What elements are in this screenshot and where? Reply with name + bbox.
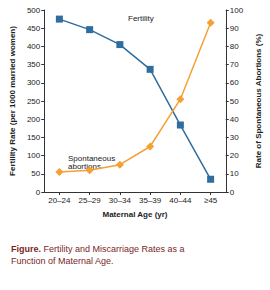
svg-text:100: 100: [27, 151, 41, 160]
svg-text:70: 70: [230, 60, 239, 69]
svg-text:40–44: 40–44: [169, 196, 192, 205]
svg-text:Fertility Rate (per 1000 marri: Fertility Rate (per 1000 married women): [8, 26, 17, 176]
svg-text:80: 80: [230, 42, 239, 51]
svg-text:60: 60: [230, 78, 239, 87]
svg-text:Fertility and Miscarriage Rate: Fertility and Miscarriage Rates as a: [41, 244, 187, 254]
svg-text:200: 200: [27, 115, 41, 124]
svg-text:10: 10: [230, 169, 239, 178]
svg-text:40: 40: [230, 115, 239, 124]
svg-text:Spontaneous: Spontaneous: [68, 153, 118, 163]
svg-text:100: 100: [230, 6, 244, 15]
svg-text:500: 500: [27, 6, 41, 15]
svg-text:400: 400: [27, 42, 41, 51]
svg-text:Function of Maternal Age.: Function of Maternal Age.: [11, 256, 114, 266]
svg-text:90: 90: [230, 24, 239, 33]
svg-text:350: 350: [27, 60, 41, 69]
svg-text:450: 450: [27, 24, 41, 33]
svg-text:150: 150: [27, 133, 41, 142]
svg-text:50: 50: [31, 169, 40, 178]
svg-text:300: 300: [27, 78, 41, 87]
svg-text:250: 250: [27, 97, 41, 106]
svg-text:Maternal Age (yr): Maternal Age (yr): [102, 210, 167, 219]
svg-text:0: 0: [36, 188, 41, 197]
svg-text:20: 20: [230, 151, 239, 160]
svg-text:20–24: 20–24: [48, 196, 71, 205]
svg-text:50: 50: [230, 97, 239, 106]
svg-text:0: 0: [230, 188, 235, 197]
svg-text:Fertility: Fertility: [128, 14, 154, 23]
svg-text:30: 30: [230, 133, 239, 142]
svg-text:abortions: abortions: [68, 161, 101, 171]
svg-text:≥45: ≥45: [204, 196, 218, 205]
svg-text:Rate of Spontaneous Abortions: Rate of Spontaneous Abortions (%): [254, 33, 263, 168]
svg-text:35–39: 35–39: [139, 196, 162, 205]
svg-text:25–29: 25–29: [78, 196, 101, 205]
svg-text:Figure.: Figure.: [11, 244, 41, 254]
svg-text:30–34: 30–34: [109, 196, 132, 205]
